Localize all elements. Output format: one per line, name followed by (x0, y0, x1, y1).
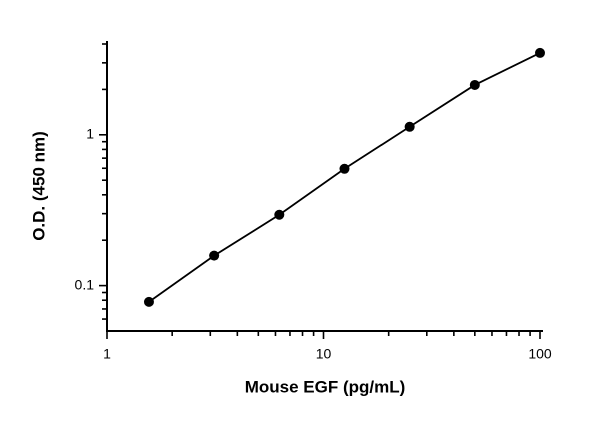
point (469, 79, 480, 90)
point (143, 296, 154, 307)
y-axis-title: O.D. (450 nm) (29, 131, 48, 241)
point (535, 47, 545, 58)
x-tick-label: 10 (316, 346, 332, 362)
y-tick-label: 1 (86, 125, 94, 141)
y-tick-label: 0.1 (75, 276, 95, 292)
point (274, 209, 285, 220)
x-tick-label: 100 (528, 346, 552, 362)
point (209, 250, 220, 261)
x-tick-label: 1 (103, 346, 111, 362)
point (339, 163, 350, 174)
x-axis-title: Mouse EGF (pg/mL) (245, 377, 406, 396)
fit-line (148, 52, 541, 303)
point (404, 121, 415, 132)
